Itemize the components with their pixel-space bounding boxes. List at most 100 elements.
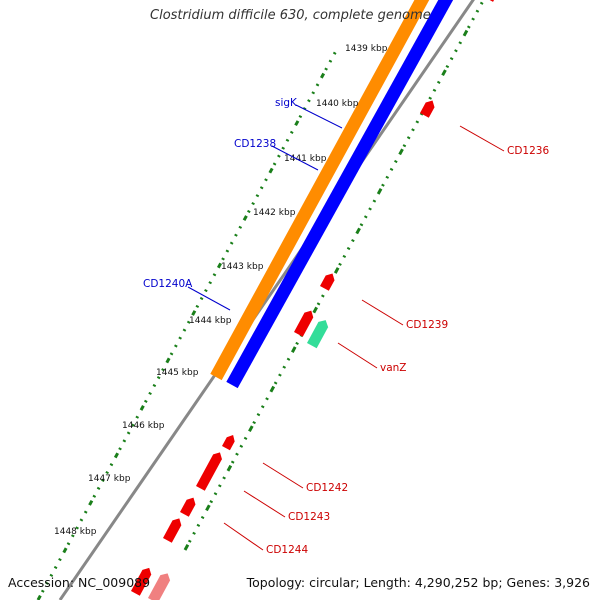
kbp-tick-label: 1442 kbp <box>253 208 296 218</box>
outer-tick <box>256 413 261 417</box>
ruler-tick <box>83 510 88 514</box>
ruler-tick <box>165 357 171 364</box>
outer-tick <box>411 128 415 132</box>
outer-tick <box>458 41 463 45</box>
outer-tick <box>222 476 226 480</box>
outer-tick <box>200 515 205 520</box>
ruler-tick <box>259 186 264 190</box>
ruler-tick <box>92 494 97 498</box>
ruler-tick <box>58 557 62 562</box>
ruler-tick <box>229 241 234 245</box>
ruler-tick <box>332 51 337 55</box>
outer-tick <box>239 444 244 448</box>
orange-band <box>210 0 430 381</box>
outer-tick <box>291 346 297 353</box>
ruler-tick <box>174 344 178 348</box>
outer-tick <box>282 365 287 369</box>
leader-line <box>223 522 264 551</box>
ruler-tick <box>126 431 131 435</box>
gene-CD1239 <box>320 273 335 291</box>
ruler-tick <box>79 518 84 522</box>
ruler-tick <box>268 167 274 174</box>
outer-tick <box>355 227 361 235</box>
ruler-tick <box>178 336 182 340</box>
outer-tick <box>394 159 398 164</box>
outer-tick <box>402 144 407 148</box>
gene-CD1242 <box>196 452 222 491</box>
reverse-gene-label: CD1243 <box>288 511 330 523</box>
ruler-tick <box>264 178 268 182</box>
gene-CD1245 <box>131 567 152 596</box>
leader-line <box>187 286 231 311</box>
outer-tick <box>432 88 437 92</box>
outer-tick <box>248 425 254 433</box>
ruler-tick <box>199 296 204 301</box>
ruler-tick <box>36 594 42 600</box>
backbone-line <box>58 0 475 600</box>
gene-CD1243 <box>180 497 196 517</box>
gene-CD1244 <box>163 518 182 543</box>
ruler-tick <box>255 194 260 198</box>
outer-tick <box>454 49 458 53</box>
outer-tick <box>441 69 447 77</box>
outer-tick <box>415 120 420 124</box>
outer-tick <box>235 452 239 456</box>
gene-CD1236 <box>420 100 435 118</box>
blue-band <box>226 0 454 389</box>
ruler-tick <box>169 352 174 356</box>
outer-tick <box>312 306 318 314</box>
outer-tick <box>316 302 321 306</box>
outer-tick <box>321 294 325 298</box>
ruler-tick <box>225 249 230 253</box>
forward-gene-label: sigK <box>275 97 298 109</box>
outer-tick <box>333 267 340 274</box>
ruler-tick <box>53 565 58 570</box>
forward-gene-label: CD1240A <box>143 278 193 290</box>
gene-CD1241 <box>222 434 235 451</box>
forward-gene-label: CD1238 <box>234 138 276 150</box>
outer-tick <box>196 523 201 527</box>
ruler-tick <box>195 304 200 309</box>
outer-tick <box>346 246 351 251</box>
outer-tick <box>269 385 276 393</box>
kbp-tick-label: 1443 kbp <box>221 262 264 272</box>
outer-tick <box>286 357 291 361</box>
outer-tick <box>342 254 347 259</box>
ruler-tick <box>311 91 316 95</box>
outer-tick <box>265 397 269 401</box>
ruler-tick <box>118 447 122 451</box>
ruler-tick <box>113 452 119 459</box>
ruler-tick <box>221 257 225 261</box>
leader-line <box>337 342 378 369</box>
ruler-tick <box>289 130 294 134</box>
ruler-tick <box>109 463 114 467</box>
outer-tick <box>273 381 278 385</box>
outer-tick <box>479 1 484 5</box>
reverse-gene-label: CD1244 <box>266 544 308 556</box>
ruler-tick <box>328 59 333 63</box>
ruler-tick <box>71 534 75 538</box>
gene-vanZ <box>307 320 329 349</box>
ruler-tick <box>247 209 251 214</box>
ruler-tick <box>216 262 223 269</box>
ruler-tick <box>148 391 152 396</box>
kbp-tick-label: 1441 kbp <box>284 154 327 164</box>
ruler-tick <box>131 423 135 427</box>
outer-tick <box>467 25 471 29</box>
ruler-tick <box>161 368 165 372</box>
outer-tick <box>205 504 211 512</box>
ruler-tick <box>182 328 187 332</box>
ruler-tick <box>40 589 45 593</box>
feature-tracks <box>58 0 475 600</box>
ruler-tick <box>238 225 243 229</box>
outer-tick <box>475 9 480 13</box>
ruler-tick <box>152 383 157 388</box>
ruler-tick <box>315 83 320 87</box>
outer-tick <box>398 148 404 156</box>
ruler-tick <box>135 415 140 419</box>
outer-tick <box>213 492 218 496</box>
leader-line <box>459 125 505 152</box>
gene-CD1246 <box>148 573 171 600</box>
